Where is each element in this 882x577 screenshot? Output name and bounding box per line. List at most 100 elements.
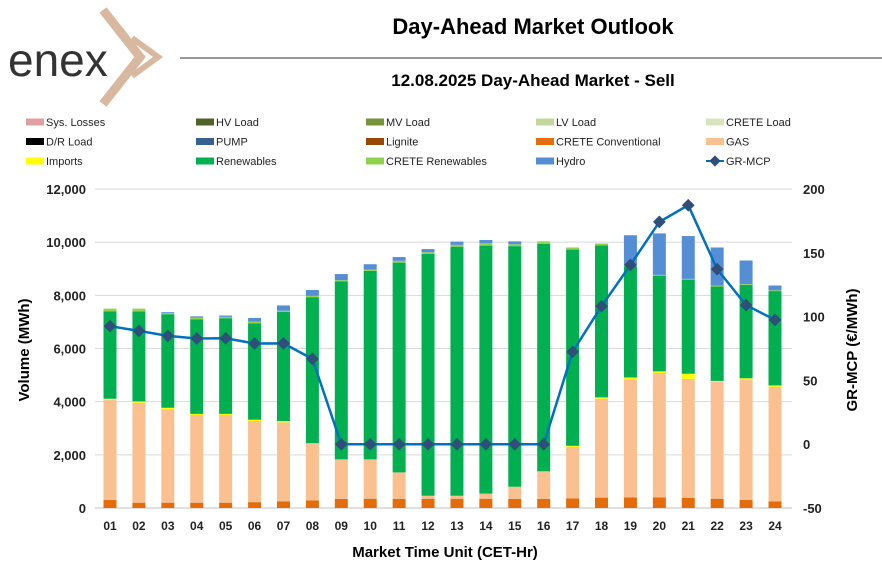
x-tick-label: 03 (161, 519, 175, 533)
mcp-point-15 (508, 437, 522, 451)
bar-crete-conventional-03 (161, 502, 175, 508)
bar-gas-09 (334, 459, 348, 499)
mcp-point-03 (161, 329, 175, 343)
legend: Sys. Losses HV Load MV Load LV Load CRETE Lo… (26, 117, 791, 168)
bar-hydro-23 (739, 260, 753, 285)
mcp-point-04 (190, 332, 204, 345)
bar-gas-11 (392, 472, 406, 499)
bar-gas-18 (595, 398, 609, 498)
y-tick-label: 12,000 (46, 182, 86, 197)
legend-swatch (366, 138, 384, 145)
x-tick-label: 05 (219, 519, 233, 533)
mcp-point-21 (681, 198, 695, 212)
bar-hydro-03 (161, 312, 175, 313)
bar-hydro-11 (392, 257, 406, 261)
y2-tick-label: -50 (803, 501, 822, 516)
logo-chevron-small-icon (130, 35, 164, 79)
bar-imports-03 (161, 407, 175, 410)
bar-gas-01 (103, 400, 117, 501)
mcp-point-05 (219, 331, 233, 345)
legend-item-d-r-load: D/R Load (26, 137, 92, 149)
x-tick-label: 22 (710, 519, 724, 533)
bar-renewables-23 (739, 284, 753, 379)
legend-item-lv-load: LV Load (536, 117, 596, 129)
legend-label: Sys. Losses (46, 117, 106, 129)
bar-hydro-24 (768, 285, 782, 291)
bar-gas-24 (768, 386, 782, 502)
legend-swatch (706, 138, 724, 145)
bar-gas-17 (566, 446, 580, 499)
legend-label: CRETE Conventional (556, 137, 661, 149)
bar-hydro-05 (219, 315, 233, 317)
bar-crete-renewables-24 (768, 290, 782, 292)
bar-crete-conventional-09 (334, 498, 348, 508)
bar-crete-conventional-15 (508, 498, 522, 508)
bar-crete-conventional-01 (103, 500, 117, 508)
bar-crete-renewables-12 (421, 252, 435, 254)
mcp-point-08 (306, 352, 319, 366)
bar-crete-renewables-05 (219, 316, 233, 319)
legend-diamond-icon (709, 155, 721, 167)
bar-crete-conventional-24 (768, 501, 782, 508)
bar-crete-conventional-16 (537, 498, 551, 508)
bar-renewables-01 (103, 311, 117, 399)
x-tick-label: 19 (624, 519, 638, 533)
x-tick-label: 17 (566, 519, 580, 533)
x-tick-label: 01 (103, 519, 117, 533)
bar-crete-renewables-01 (103, 308, 117, 312)
x-tick-label: 18 (595, 519, 609, 533)
bar-imports-06 (248, 419, 262, 422)
y-tick-label: 8,000 (53, 288, 86, 303)
y2-tick-label: 0 (803, 437, 810, 452)
legend-label: PUMP (216, 137, 248, 149)
legend-item-crete-conventional: CRETE Conventional (536, 137, 661, 149)
bar-crete-conventional-18 (595, 497, 609, 508)
x-axis-label: Market Time Unit (CET-Hr) (352, 544, 538, 561)
bar-renewables-10 (363, 270, 377, 460)
legend-label: CRETE Load (726, 117, 791, 129)
bar-imports-17 (566, 445, 580, 447)
bar-hydro-04 (190, 316, 204, 318)
bar-crete-conventional-17 (566, 498, 580, 508)
x-tick-label: 20 (653, 519, 667, 533)
bar-hydro-15 (508, 241, 522, 245)
legend-label: CRETE Renewables (386, 156, 487, 168)
legend-label: HV Load (216, 117, 259, 129)
x-tick-label: 12 (421, 519, 435, 533)
bar-crete-renewables-16 (537, 241, 551, 244)
bar-renewables-11 (392, 262, 406, 473)
bar-crete-conventional-08 (305, 500, 319, 508)
bar-crete-conventional-04 (190, 502, 204, 508)
bar-crete-conventional-06 (248, 502, 262, 508)
bar-hydro-13 (450, 241, 464, 245)
x-tick-label: 16 (537, 519, 551, 533)
legend-item-crete-load: CRETE Load (706, 117, 791, 129)
bar-hydro-10 (363, 264, 377, 270)
bar-renewables-13 (450, 246, 464, 496)
bar-gas-08 (305, 443, 319, 501)
bar-renewables-04 (190, 319, 204, 414)
bar-renewables-03 (161, 314, 175, 408)
legend-label: LV Load (556, 117, 596, 129)
bar-renewables-21 (681, 279, 695, 374)
bar-crete-renewables-15 (508, 244, 522, 247)
legend-swatch (366, 118, 384, 126)
bar-gas-23 (739, 379, 753, 501)
bar-gas-14 (479, 493, 493, 499)
bar-crete-conventional-13 (450, 498, 464, 508)
bar-crete-conventional-05 (219, 502, 233, 508)
bar-gas-15 (508, 486, 522, 499)
bar-crete-conventional-11 (392, 498, 406, 508)
bar-gas-21 (681, 378, 695, 498)
x-tick-label: 08 (306, 519, 320, 533)
bar-hydro-09 (334, 274, 348, 281)
legend-swatch (366, 157, 384, 165)
y2-tick-label: 50 (803, 373, 817, 388)
bar-gas-07 (276, 422, 290, 502)
legend-item-renewables: Renewables (196, 156, 277, 168)
bar-imports-01 (103, 398, 117, 401)
bar-gas-10 (363, 459, 377, 499)
bar-imports-20 (652, 371, 666, 373)
